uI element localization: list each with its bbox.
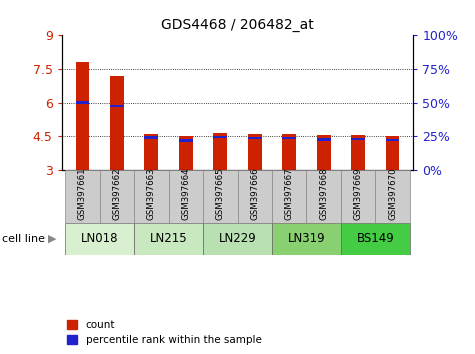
FancyBboxPatch shape (306, 170, 341, 223)
Bar (213, 136, 227, 138)
Text: LN018: LN018 (81, 233, 118, 245)
Text: LN319: LN319 (287, 233, 325, 245)
Bar (282, 135, 296, 170)
FancyBboxPatch shape (100, 170, 134, 223)
FancyBboxPatch shape (238, 170, 272, 223)
FancyBboxPatch shape (375, 170, 410, 223)
Bar (282, 137, 296, 139)
Text: GSM397668: GSM397668 (319, 167, 328, 220)
FancyBboxPatch shape (272, 223, 341, 255)
Bar (179, 136, 193, 170)
Bar (179, 139, 193, 142)
Text: GSM397662: GSM397662 (113, 167, 122, 220)
Text: LN229: LN229 (218, 233, 256, 245)
Title: GDS4468 / 206482_at: GDS4468 / 206482_at (161, 18, 314, 32)
Legend: count, percentile rank within the sample: count, percentile rank within the sample (67, 320, 262, 345)
FancyBboxPatch shape (65, 223, 134, 255)
Bar (248, 137, 262, 139)
FancyBboxPatch shape (203, 223, 272, 255)
Bar (76, 62, 89, 170)
FancyBboxPatch shape (134, 170, 169, 223)
FancyBboxPatch shape (169, 170, 203, 223)
Text: GSM397670: GSM397670 (388, 167, 397, 220)
Bar (110, 105, 124, 107)
Bar (351, 138, 365, 140)
Text: GSM397661: GSM397661 (78, 167, 87, 220)
Text: GSM397663: GSM397663 (147, 167, 156, 220)
Bar (351, 135, 365, 170)
FancyBboxPatch shape (272, 170, 306, 223)
Text: cell line: cell line (2, 234, 46, 244)
FancyBboxPatch shape (65, 170, 100, 223)
FancyBboxPatch shape (341, 223, 410, 255)
Text: GSM397669: GSM397669 (353, 167, 362, 220)
Text: ▶: ▶ (48, 234, 57, 244)
Bar (248, 135, 262, 170)
Text: GSM397666: GSM397666 (250, 167, 259, 220)
Text: GSM397665: GSM397665 (216, 167, 225, 220)
Bar (76, 102, 89, 104)
Bar (317, 138, 331, 141)
FancyBboxPatch shape (341, 170, 375, 223)
Bar (386, 136, 399, 170)
Text: BS149: BS149 (356, 233, 394, 245)
Bar (386, 139, 399, 141)
Text: GSM397664: GSM397664 (181, 167, 190, 220)
Bar (317, 135, 331, 170)
FancyBboxPatch shape (203, 170, 238, 223)
Bar (144, 136, 158, 139)
Text: LN215: LN215 (150, 233, 188, 245)
Bar (213, 133, 227, 170)
Text: GSM397667: GSM397667 (285, 167, 294, 220)
FancyBboxPatch shape (134, 223, 203, 255)
Bar (144, 134, 158, 170)
Bar (110, 76, 124, 170)
